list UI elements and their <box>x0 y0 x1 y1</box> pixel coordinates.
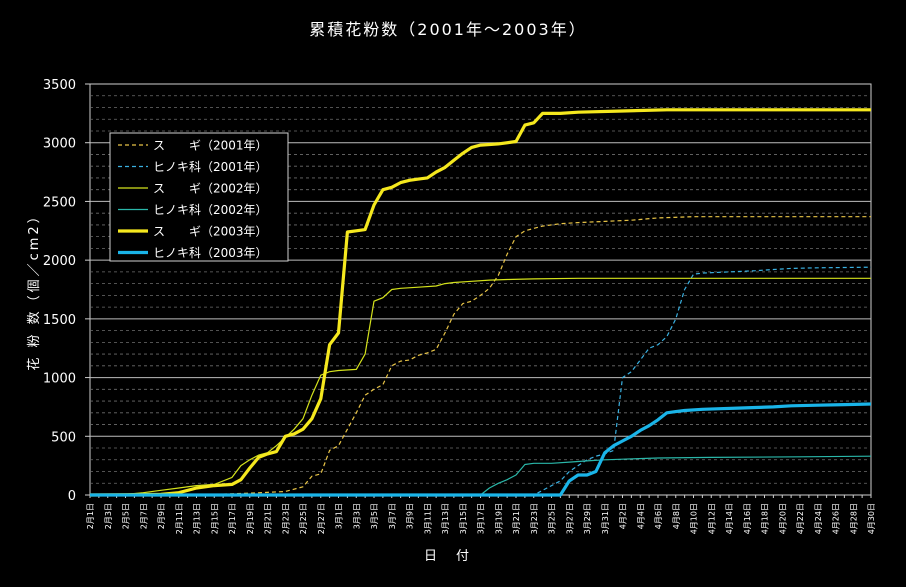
series-lines <box>89 108 872 497</box>
x-tick-label: 3月15日 <box>459 503 468 534</box>
series-line-4 <box>90 455 872 496</box>
x-tick-label: 2月23日 <box>281 503 290 534</box>
x-tick-label: 3月19日 <box>494 503 503 534</box>
x-tick-label: 3月13日 <box>441 503 450 534</box>
x-tick-label: 2月5日 <box>122 503 131 529</box>
x-tick-label: 4月6日 <box>654 503 663 529</box>
x-tick-label: 2月13日 <box>193 503 202 534</box>
y-tick-label: 3500 <box>43 78 76 93</box>
x-tick-label: 4月28日 <box>849 503 858 534</box>
x-axis-ticks: 2月1日 2月3日 2月5日 2月7日 2月9日 2月11日 2月13日 2月15日 2月17日… <box>86 495 876 534</box>
x-tick-label: 4月14日 <box>725 503 734 534</box>
y-axis-title: 花 粉 数（個／cm2） <box>26 207 42 370</box>
series-line-5 <box>89 108 871 497</box>
x-tick-label: 2月1日 <box>86 503 95 529</box>
x-tick-label: 2月27日 <box>317 503 326 534</box>
x-tick-label: 4月4日 <box>636 503 645 529</box>
legend-label-4: ヒノキ科（2002年） <box>153 203 268 217</box>
legend-box <box>109 132 289 262</box>
x-tick-label: 3月9日 <box>406 503 415 529</box>
legend-label-6: ヒノキ科（2003年） <box>153 246 268 260</box>
x-tick-label: 4月12日 <box>707 503 716 534</box>
x-tick-label: 3月25日 <box>548 503 557 534</box>
x-tick-label: 3月31日 <box>601 503 610 534</box>
series-line-3 <box>90 277 871 496</box>
x-tick-label: 4月18日 <box>761 503 770 534</box>
series-line-1 <box>89 216 871 496</box>
x-tick-label: 2月19日 <box>246 503 255 534</box>
x-tick-label: 3月27日 <box>565 503 574 534</box>
x-tick-label: 3月5日 <box>370 503 379 529</box>
x-tick-label: 2月3日 <box>104 503 113 529</box>
y-tick-label: 2500 <box>43 195 76 210</box>
x-tick-label: 4月8日 <box>672 503 681 529</box>
x-tick-label: 4月16日 <box>743 503 752 534</box>
x-tick-label: 2月11日 <box>175 503 184 534</box>
legend-label-5: ス ギ（2003年） <box>153 225 268 239</box>
x-tick-label: 4月10日 <box>690 503 699 534</box>
x-tick-label: 3月17日 <box>477 503 486 534</box>
grid <box>89 83 872 496</box>
x-tick-label: 2月7日 <box>139 503 148 529</box>
y-tick-label: 1500 <box>43 313 76 328</box>
series-line-6 <box>90 402 872 497</box>
x-tick-label: 3月11日 <box>423 503 432 534</box>
x-tick-label: 3月29日 <box>583 503 592 534</box>
x-tick-label: 2月21日 <box>264 503 273 534</box>
x-tick-label: 3月3日 <box>352 503 361 529</box>
x-tick-label: 4月20日 <box>778 503 787 534</box>
x-tick-label: 3月7日 <box>388 503 397 529</box>
legend: ス ギ（2001年） ヒノキ科（2001年） ス ギ（2002年） ヒノキ科（2002… <box>109 132 289 262</box>
chart-title: 累積花粉数（2001年～2003年） <box>309 20 586 39</box>
x-tick-label: 4月22日 <box>796 503 805 534</box>
y-tick-label: 1000 <box>43 372 76 387</box>
legend-label-3: ス ギ（2002年） <box>153 182 268 196</box>
y-tick-label: 3000 <box>43 137 76 152</box>
y-tick-label: 0 <box>68 489 76 504</box>
series-line-2 <box>90 266 872 496</box>
legend-label-1: ス ギ（2001年） <box>153 139 268 153</box>
x-tick-label: 3月23日 <box>530 503 539 534</box>
x-tick-label: 4月2日 <box>619 503 628 529</box>
x-tick-label: 4月24日 <box>814 503 823 534</box>
x-tick-label: 4月26日 <box>832 503 841 534</box>
y-axis-ticks: 0 500 1000 1500 2000 2500 3000 3500 <box>43 78 90 504</box>
x-tick-label: 2月15日 <box>210 503 219 534</box>
x-tick-label: 4月30日 <box>867 503 876 534</box>
x-tick-label: 3月1日 <box>335 503 344 529</box>
x-tick-label: 2月25日 <box>299 503 308 534</box>
x-axis-title: 日 付 <box>424 549 472 564</box>
x-tick-label: 2月17日 <box>228 503 237 534</box>
legend-label-2: ヒノキ科（2001年） <box>153 160 268 174</box>
y-tick-label: 500 <box>51 430 76 445</box>
y-tick-label: 2000 <box>43 254 76 269</box>
x-tick-label: 2月9日 <box>157 503 166 529</box>
x-tick-label: 3月21日 <box>512 503 521 534</box>
